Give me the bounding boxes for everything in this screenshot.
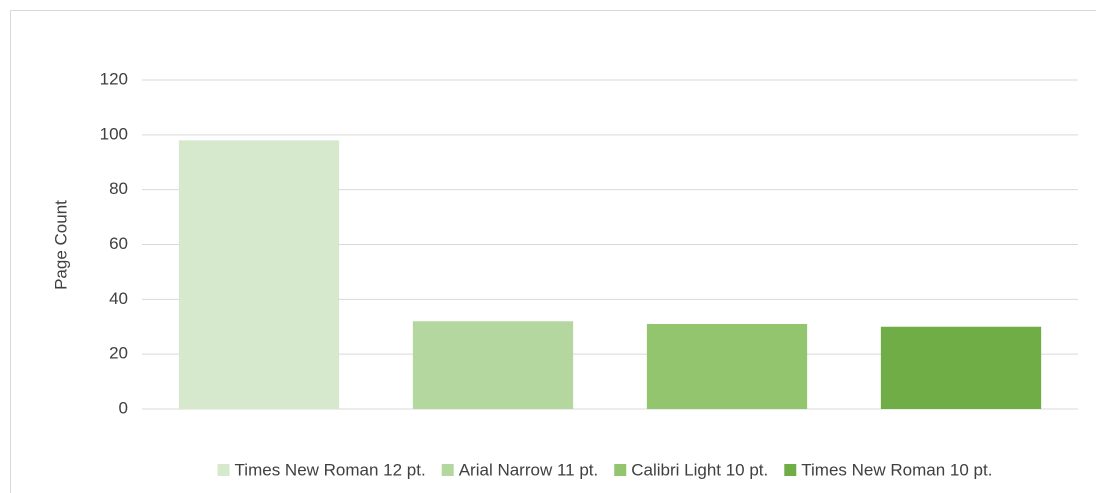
bar	[880, 326, 1042, 409]
y-tick-label: 40	[109, 289, 128, 308]
legend-swatch	[614, 464, 627, 476]
y-axis-label: Page Count	[51, 200, 70, 290]
bar	[646, 324, 808, 409]
y-tick-label: 120	[100, 69, 128, 88]
legend-swatch	[217, 464, 230, 476]
legend-swatch	[441, 464, 454, 476]
legend-label: Arial Narrow 11 pt.	[459, 460, 599, 479]
legend-label: Times New Roman 12 pt.	[235, 460, 426, 479]
bar	[412, 321, 574, 409]
y-tick-label: 60	[109, 234, 128, 253]
y-tick-label: 20	[109, 344, 128, 363]
legend-label: Times New Roman 10 pt.	[801, 460, 992, 479]
legend-label: Calibri Light 10 pt.	[631, 460, 768, 479]
y-tick-label: 80	[109, 179, 128, 198]
chart-border	[10, 10, 1096, 493]
legend-swatch	[784, 464, 797, 476]
bar	[178, 140, 340, 410]
y-tick-label: 0	[119, 398, 128, 417]
y-tick-label: 100	[100, 124, 128, 143]
